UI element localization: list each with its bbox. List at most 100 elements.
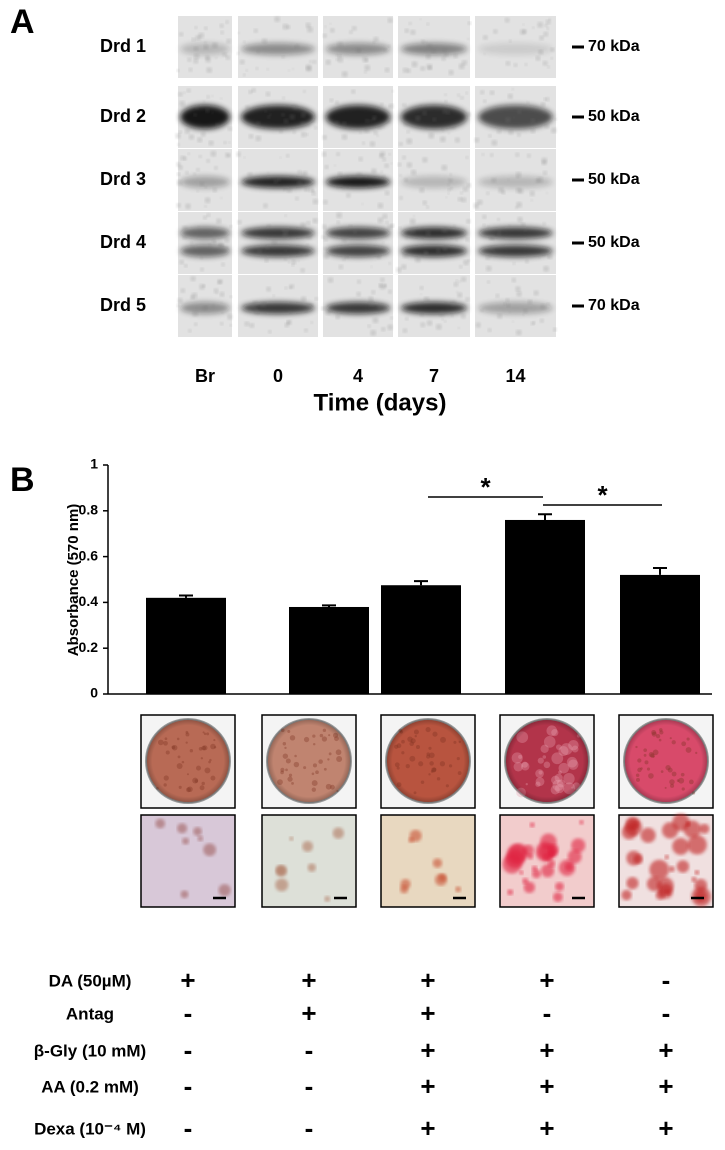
marker-label: 70 kDa [588, 38, 640, 55]
blot-noise [432, 117, 437, 122]
blot-noise [491, 139, 498, 146]
blot-noise [220, 196, 223, 200]
blot-noise [543, 31, 549, 37]
lane-label: 4 [353, 366, 363, 386]
blot-noise [482, 223, 486, 227]
treatment-sign: + [180, 965, 195, 995]
blot-noise [444, 93, 447, 97]
blot-noise [362, 141, 366, 145]
blot-noise [324, 25, 327, 28]
panel-label: A [10, 3, 35, 41]
blot-noise [321, 151, 327, 157]
dish-rim [386, 719, 470, 803]
blot-noise [254, 309, 260, 315]
micro-blob [552, 892, 563, 902]
dish-image [140, 714, 236, 809]
blot-noise [486, 265, 492, 272]
blot-lane [475, 16, 556, 78]
bar [620, 574, 700, 694]
blot-band [241, 43, 315, 55]
micro-blob [555, 882, 564, 891]
blot-noise [356, 291, 362, 297]
treatment-sign: + [420, 1071, 435, 1101]
blot-noise [516, 176, 519, 179]
blot-noise [482, 99, 487, 104]
blot-noise [375, 251, 382, 258]
blot-noise [388, 262, 392, 265]
blot-noise [400, 103, 403, 107]
blot-noise [540, 102, 546, 107]
micro-blob [661, 822, 679, 839]
blot-noise [312, 59, 317, 64]
blot-noise [351, 89, 356, 94]
blot-noise [508, 129, 514, 135]
blot-noise [443, 319, 447, 323]
blot-noise [467, 21, 472, 26]
blot-noise [526, 101, 530, 105]
blot-band [325, 245, 391, 257]
blot-noise [243, 156, 246, 159]
blot-noise [382, 241, 385, 244]
blot-noise [284, 286, 288, 290]
blot-noise [260, 301, 267, 308]
blot-noise [462, 186, 469, 192]
blot-noise [225, 20, 229, 24]
blot-lane [321, 275, 393, 337]
blot-noise [522, 23, 525, 26]
blot-noise [406, 129, 410, 134]
blot-noise [421, 39, 426, 44]
blot-noise [213, 288, 219, 294]
blot-noise [488, 134, 492, 138]
blot-noise [504, 17, 510, 23]
blot-background [398, 212, 470, 274]
blot-noise [294, 44, 300, 49]
blot-noise [188, 134, 195, 140]
blot-noise [517, 132, 521, 137]
blot-noise [498, 187, 504, 194]
blot-noise [205, 108, 210, 113]
blot-noise [312, 218, 318, 224]
blot-noise [249, 178, 252, 182]
blot-noise [244, 321, 250, 327]
blot-noise [314, 126, 318, 130]
blot-noise [206, 67, 212, 73]
blot-noise [382, 126, 385, 129]
blot-noise [239, 59, 245, 65]
blot-noise [381, 326, 386, 332]
blot-noise [530, 122, 533, 125]
blot-noise [544, 124, 550, 129]
blot-noise [219, 23, 224, 28]
dish-image [499, 714, 595, 809]
blot-noise [422, 200, 428, 206]
blot-noise [438, 311, 445, 317]
blot-noise [512, 261, 516, 265]
micro-blob [203, 843, 217, 857]
blot-lane [474, 86, 557, 148]
blot-noise [506, 303, 511, 308]
blot-noise [485, 255, 490, 260]
blot-noise [530, 128, 536, 134]
blot-noise [192, 310, 199, 317]
micro-blob [631, 821, 639, 829]
blot-noise [370, 265, 373, 268]
blot-noise [461, 197, 467, 203]
blot-noise [370, 329, 377, 336]
blot-noise [473, 202, 479, 209]
micro-blob [434, 873, 447, 886]
blot-lane [237, 212, 318, 274]
y-tick-label: 0.4 [79, 593, 99, 609]
blot-band [400, 245, 468, 257]
y-tick-label: 1 [90, 456, 98, 472]
row-label: Drd 5 [100, 295, 146, 315]
blot-lane [176, 149, 232, 211]
blot-noise [300, 268, 305, 273]
blot-noise [305, 253, 309, 257]
marker-label: 50 kDa [588, 234, 640, 251]
micro-image [380, 814, 476, 908]
blot-noise [285, 154, 290, 158]
blot-noise [179, 100, 186, 107]
blot-noise [216, 218, 222, 224]
blot-noise [457, 292, 463, 298]
blot-noise [305, 64, 312, 71]
blot-noise [193, 53, 200, 60]
